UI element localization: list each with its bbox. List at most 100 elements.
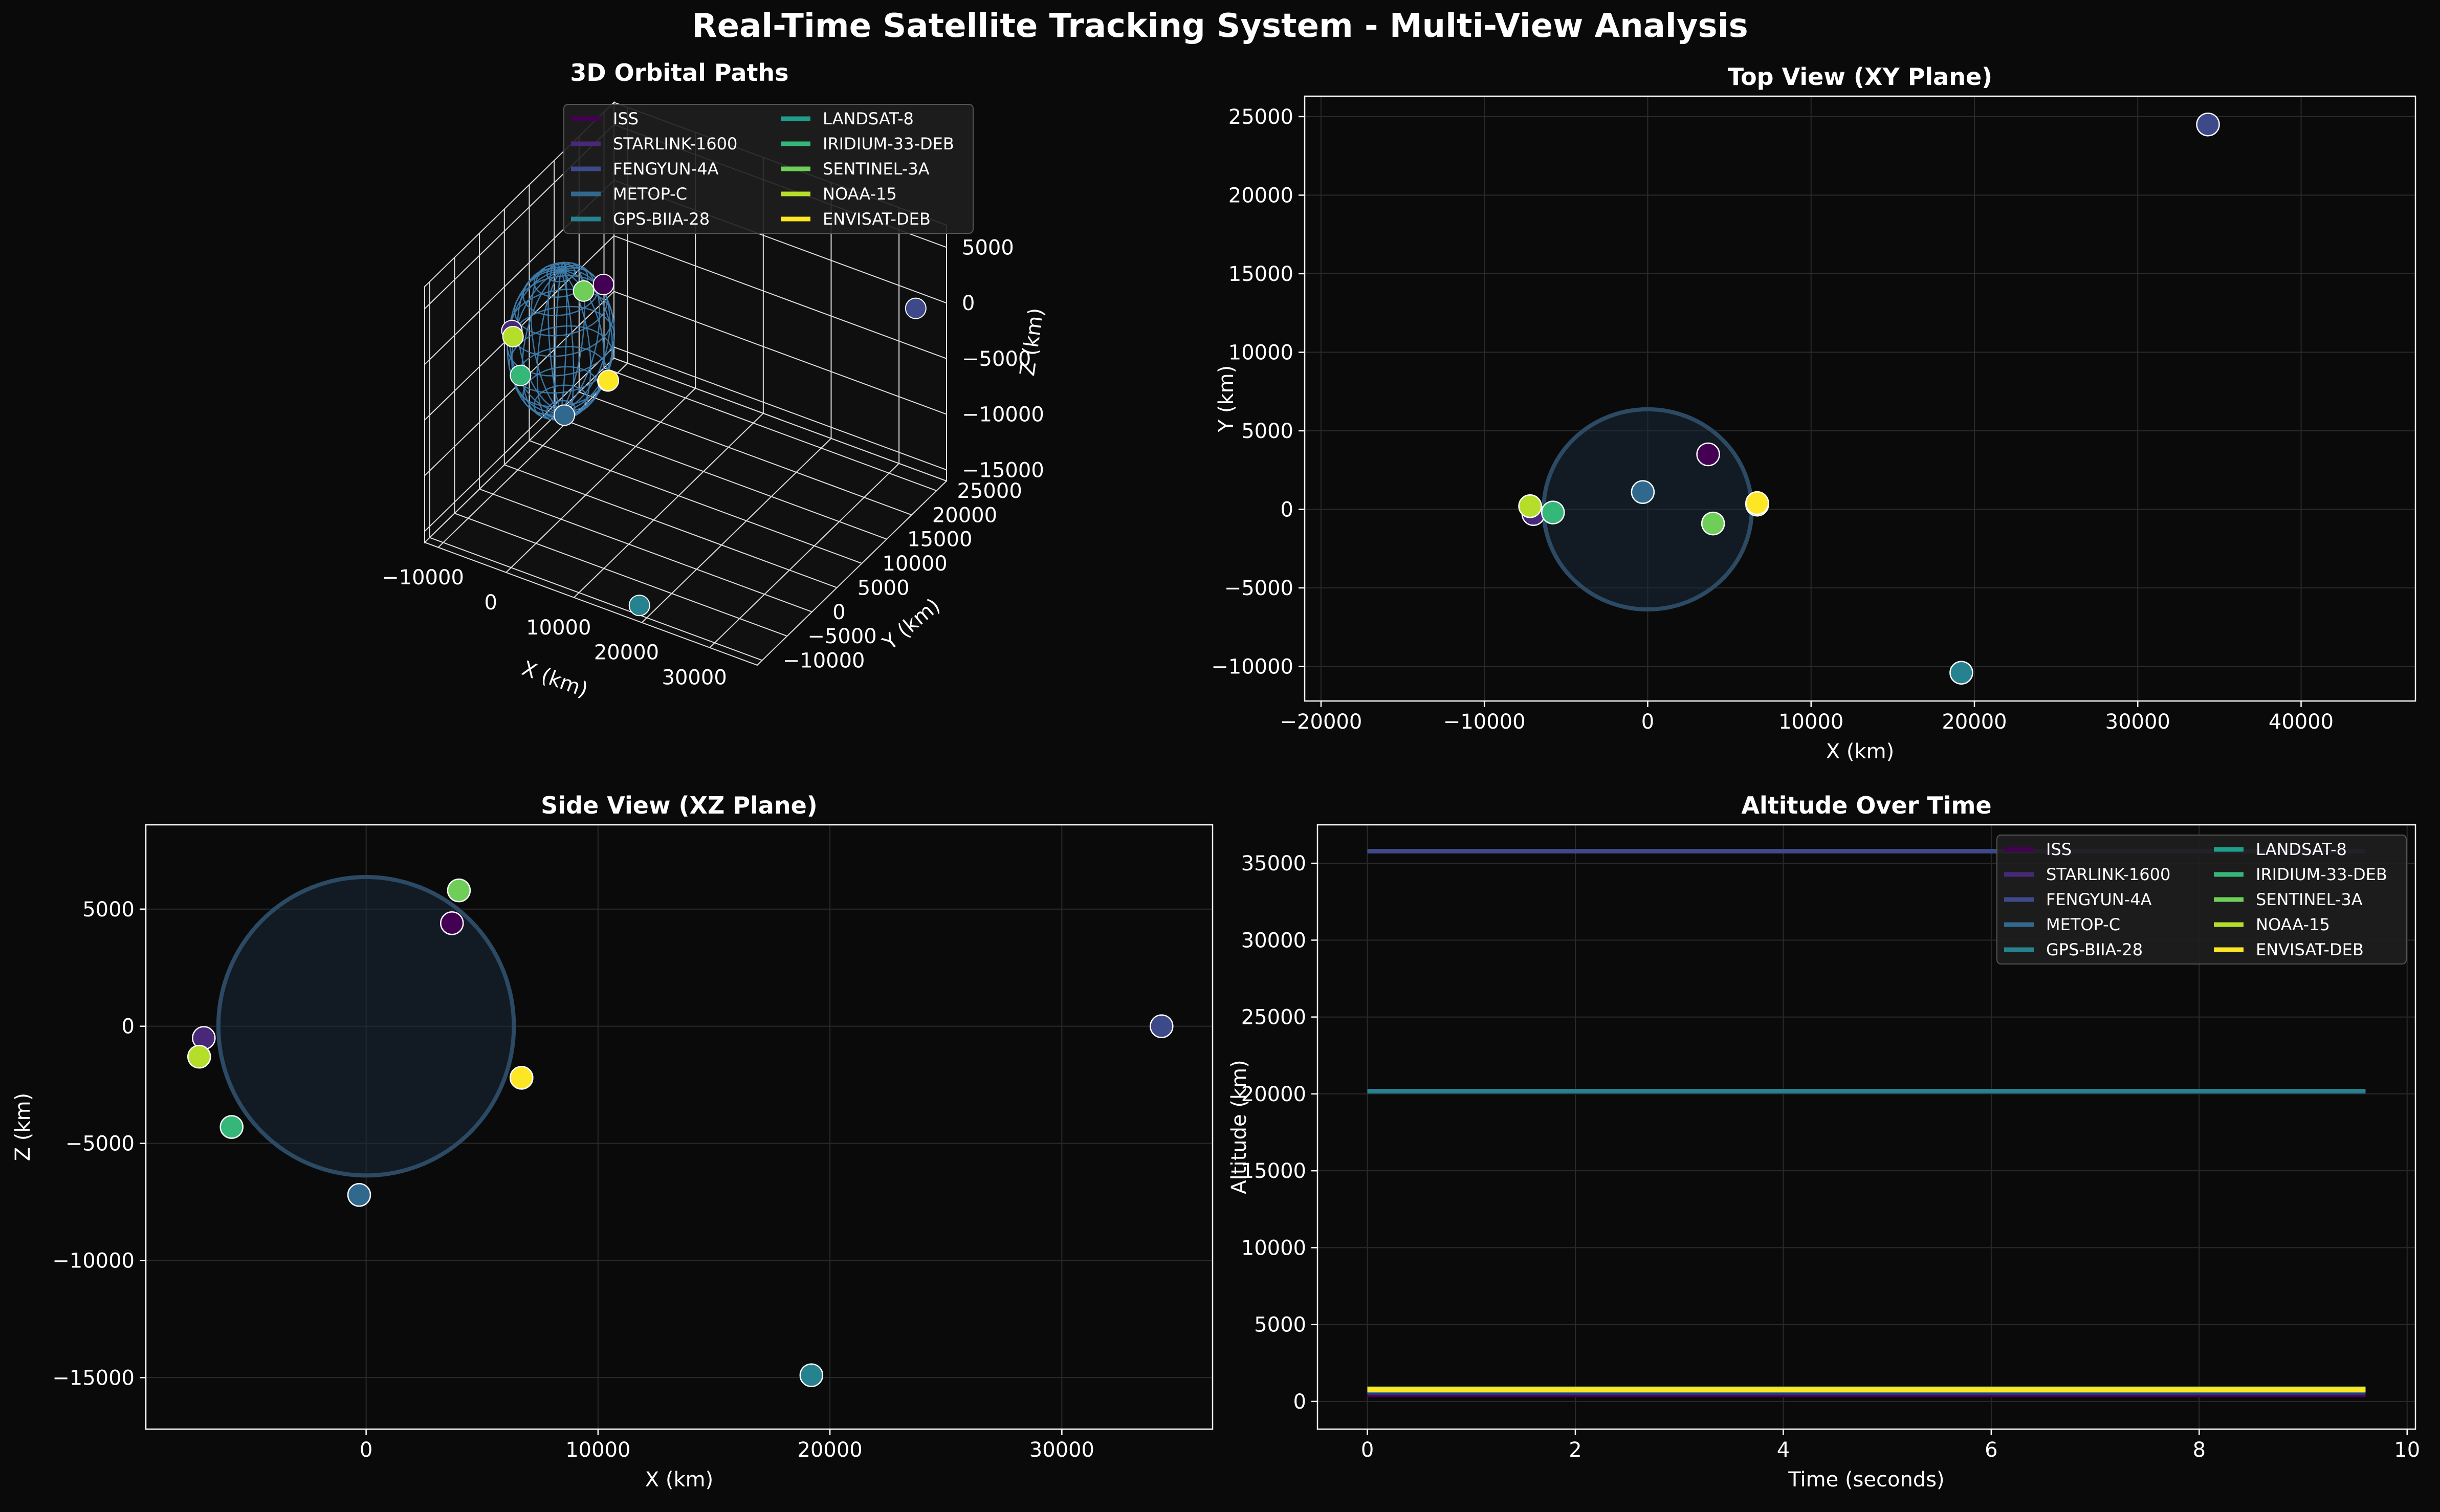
axes-frame (1304, 95, 2416, 702)
x-tick-label: 30000 (1029, 1438, 1094, 1462)
z-tick-label: −15000 (962, 458, 1044, 482)
y-tick-label: 15000 (1241, 1159, 1306, 1183)
x-tick-label: 0 (1641, 710, 1654, 734)
satellite-point (447, 878, 471, 903)
x-tick-label: −10000 (382, 566, 464, 589)
y-tick-label: 0 (1293, 1390, 1306, 1414)
legend-label: SENTINEL-3A (823, 159, 930, 179)
x-tick-label: 10 (2394, 1438, 2420, 1462)
x-tick-label: −10000 (1443, 710, 1526, 734)
legend-label: ISS (613, 109, 639, 128)
legend-label: IRIDIUM-33-DEB (2256, 865, 2387, 884)
figure-title: Real-Time Satellite Tracking System - Mu… (692, 7, 1748, 45)
legend: ISS STARLINK-1600 FENGYUN-4A METOP-C GPS-BII… (1996, 835, 2407, 965)
x-tick-label: −20000 (1280, 710, 1362, 734)
y-tick-label: 20000 (1241, 1083, 1306, 1106)
earth-longitude (560, 261, 568, 412)
x-tick-label: 20000 (594, 641, 659, 665)
axes-frame (145, 824, 1214, 1430)
x-tick-label: 6 (1985, 1438, 1997, 1462)
satellite-point (1745, 491, 1769, 515)
satellite-point (1696, 442, 1720, 467)
grid-line-3d (709, 207, 900, 648)
legend: ISS STARLINK-1600 FENGYUN-4A METOP-C GPS-BII… (563, 104, 974, 234)
y-tick-label: 0 (122, 1015, 135, 1039)
y-axis-label: Y (km) (878, 594, 944, 655)
legend-label: FENGYUN-4A (2046, 890, 2152, 909)
y-tick-label: 10000 (882, 552, 947, 576)
z-axis-label: Z (km) (1016, 306, 1048, 378)
chart-panel-2: 0 10000 20000 30000 −15000 −10000 −5000 0 5000 Si… (11, 792, 1214, 1492)
grid-line-3d (424, 291, 947, 476)
grid-line-3d (641, 182, 832, 623)
y-tick-label: −10000 (1211, 655, 1293, 678)
satellite-point (347, 1182, 371, 1207)
y-tick-label: 25000 (957, 479, 1022, 503)
x-tick-label: 30000 (2105, 710, 2170, 734)
satellite-point (905, 297, 927, 319)
satellite-point (1949, 661, 1973, 685)
satellite-point (440, 911, 464, 935)
earth-longitude (536, 270, 562, 420)
x-tick-label: 0 (360, 1438, 372, 1462)
y-tick-label: 15000 (907, 528, 972, 552)
grid-line-3d (574, 157, 764, 598)
earth-wireframe (507, 261, 616, 421)
legend-label: ENVISAT-DEB (823, 209, 931, 229)
y-tick-label: 10000 (1241, 1236, 1306, 1260)
x-tick-label: 0 (484, 591, 497, 615)
x-tick-label: 30000 (662, 666, 727, 690)
x-tick-label: 20000 (797, 1438, 862, 1462)
chart-panel-3: 0 2 4 6 8 10 0 5000 10000 15000 20000 25000 30000 350… (1227, 792, 2420, 1492)
grid-line-3d (503, 209, 838, 588)
x-axis-label: X (km) (519, 656, 591, 702)
satellite-point (1518, 494, 1542, 518)
plot-content (187, 875, 1174, 1387)
y-tick-label: 10000 (1228, 341, 1293, 364)
y-tick-label: 30000 (1241, 929, 1306, 952)
y-tick-label: −10000 (783, 649, 865, 673)
z-tick-label: −5000 (962, 347, 1031, 371)
y-tick-label: 5000 (1254, 1313, 1306, 1337)
legend-label: STARLINK-1600 (2046, 865, 2170, 884)
x-axis-label: X (km) (1826, 740, 1894, 763)
earth-longitude (561, 269, 616, 413)
y-axis-label: Altitude (km) (1227, 1060, 1251, 1194)
x-tick-label: 40000 (2269, 710, 2334, 734)
grid-line-3d (529, 185, 862, 564)
z-tick-label: 0 (962, 292, 975, 315)
z-tick-label: 5000 (962, 236, 1014, 259)
satellite-point (573, 280, 595, 302)
y-tick-label: −15000 (52, 1366, 135, 1390)
y-tick-label: 20000 (1228, 184, 1293, 207)
legend-label: FENGYUN-4A (613, 159, 719, 179)
chart-title: Top View (XY Plane) (1728, 63, 1992, 91)
x-axis-label: Time (seconds) (1788, 1468, 1944, 1492)
legend-label: METOP-C (613, 184, 687, 204)
axes-frame (1316, 824, 2416, 1430)
satellite-point (592, 274, 614, 296)
legend-label: METOP-C (2046, 915, 2120, 934)
x-tick-label: 8 (2193, 1438, 2206, 1462)
legend-label: STARLINK-1600 (613, 134, 737, 154)
plot-content (1367, 849, 2366, 1397)
y-tick-label: 0 (1281, 498, 1293, 521)
legend-label: GPS-BIIA-28 (613, 209, 710, 229)
satellite-point (1541, 500, 1565, 524)
satellite-point (510, 364, 532, 386)
x-tick-label: 20000 (1942, 710, 2007, 734)
y-axis-label: Y (km) (1215, 365, 1238, 433)
x-tick-label: 0 (1361, 1438, 1374, 1462)
earth-longitude (560, 267, 611, 413)
grid-line-3d (429, 281, 763, 661)
legend-label: ISS (2046, 840, 2072, 859)
y-tick-label: 25000 (1228, 105, 1293, 129)
satellite-point (510, 1066, 534, 1090)
earth-circle (1542, 407, 1754, 612)
legend-label: IRIDIUM-33-DEB (823, 134, 954, 154)
satellite-point (598, 369, 620, 391)
y-tick-label: 15000 (1228, 262, 1293, 286)
y-tick-label: 5000 (82, 898, 135, 922)
chart-title: 3D Orbital Paths (570, 59, 788, 86)
